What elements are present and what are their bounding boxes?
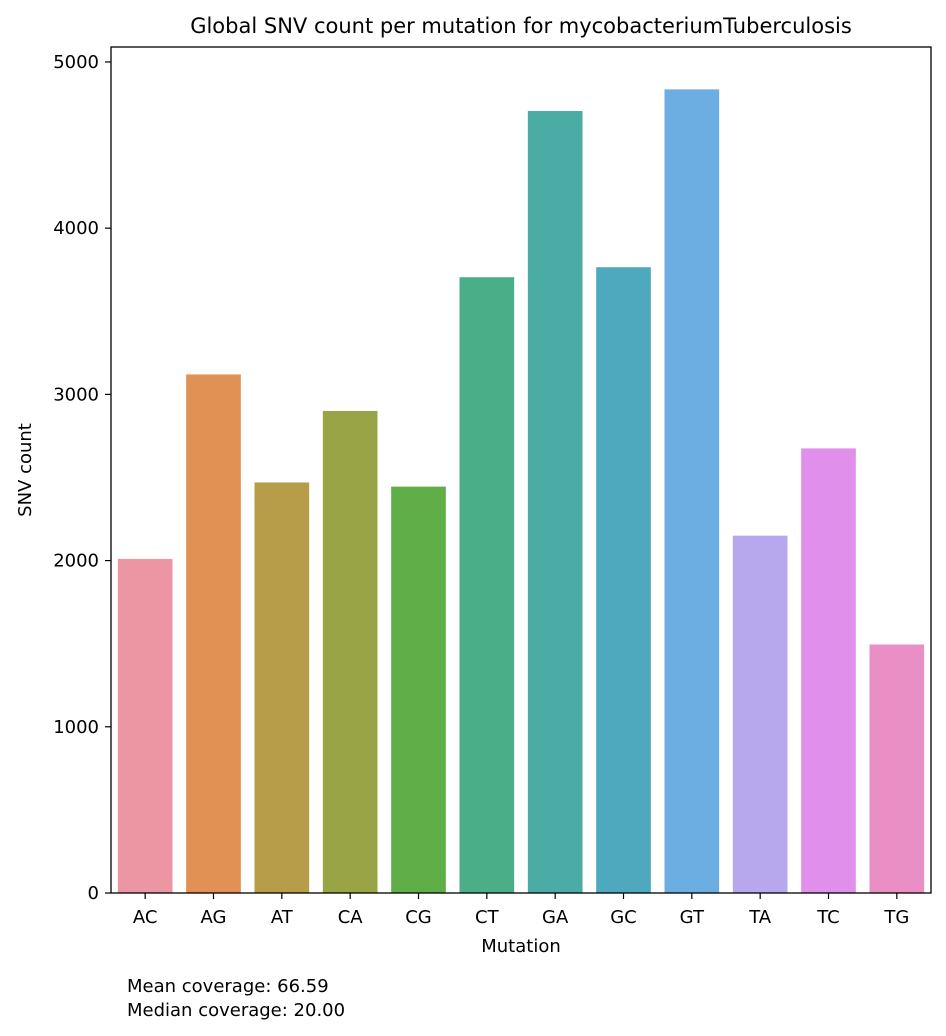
bar-gt (664, 89, 720, 893)
x-tick-label: GC (610, 907, 637, 928)
y-tick-label: 4000 (53, 218, 99, 239)
y-axis: 0 1000 2000 3000 4000 5000 (53, 52, 111, 904)
x-tick-label: GA (542, 907, 569, 928)
x-tick-label: CA (338, 907, 364, 928)
y-tick-label: 0 (88, 883, 99, 904)
y-axis-label: SNV count (15, 423, 36, 517)
y-tick-label: 3000 (53, 384, 99, 405)
bar-cg (391, 486, 446, 893)
x-tick-label: CG (405, 907, 432, 928)
x-tick-label: TG (883, 907, 909, 928)
median-coverage-note: Median coverage: 20.00 (127, 1000, 346, 1021)
bar-at (254, 482, 310, 893)
x-axis-label: Mutation (481, 936, 561, 957)
bar-gc (596, 267, 651, 893)
x-tick-label: TC (816, 907, 840, 928)
bar-ca (322, 410, 378, 893)
x-tick-label: AT (271, 907, 294, 928)
x-tick-label: TA (748, 907, 772, 928)
mean-coverage-note: Mean coverage: 66.59 (127, 976, 329, 997)
x-tick-label: CT (475, 907, 500, 928)
y-tick-label: 5000 (53, 52, 99, 73)
bar-ac (117, 558, 173, 893)
chart-title: Global SNV count per mutation for mycoba… (190, 14, 852, 38)
bar-tg (869, 644, 925, 893)
bar-ag (186, 374, 241, 893)
x-tick-label: AG (201, 907, 227, 928)
bar-ct (459, 277, 515, 893)
bar-ga (527, 110, 583, 893)
x-axis: AC AG AT CA CG CT GA GC GT TA TC TG (133, 893, 909, 928)
x-tick-label: GT (680, 907, 705, 928)
snv-bar-chart: Global SNV count per mutation for mycoba… (15, 14, 932, 957)
plot-frame (110, 46, 932, 894)
bars-group (117, 89, 925, 893)
x-tick-label: AC (133, 907, 158, 928)
y-tick-label: 1000 (53, 717, 99, 738)
y-tick-label: 2000 (53, 551, 99, 572)
bar-ta (732, 535, 788, 893)
bar-tc (801, 448, 856, 893)
